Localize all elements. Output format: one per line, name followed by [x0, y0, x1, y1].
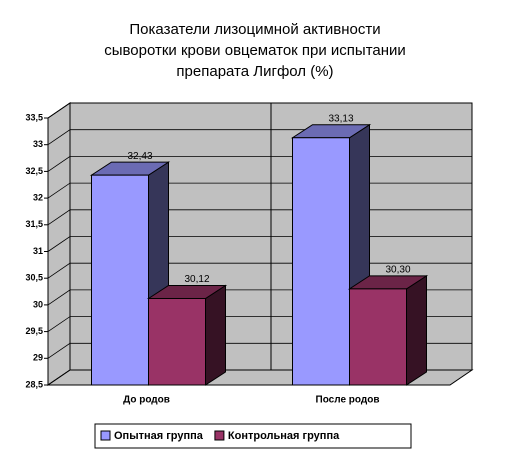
bar — [347, 274, 429, 386]
y-tick-label: 33 — [33, 139, 43, 149]
chart-title: сыворотки крови овцематок при испытании — [104, 42, 406, 59]
chart-title: препарата Лигфол (%) — [176, 63, 333, 80]
y-tick-label: 31 — [33, 246, 43, 256]
legend-label: Контрольная группа — [228, 430, 340, 442]
legend-box — [94, 423, 412, 449]
legend-swatch — [100, 430, 111, 441]
y-tick-label: 29,5 — [25, 326, 43, 336]
bar-side — [406, 274, 427, 386]
chart-title: Показатели лизоцимной активности — [129, 21, 380, 38]
legend-label: Опытная группа — [114, 430, 204, 442]
data-label: 30,12 — [184, 274, 209, 285]
y-tick-label: 30,5 — [25, 273, 43, 283]
x-tick-label: До родов — [123, 395, 170, 406]
bar-front — [292, 137, 350, 386]
y-tick-label: 29 — [33, 353, 43, 363]
y-tick-label: 32 — [33, 192, 43, 202]
bar — [146, 284, 228, 386]
data-label: 32,43 — [127, 151, 152, 162]
bar-side — [205, 284, 226, 386]
y-tick-label: 33,5 — [25, 112, 43, 122]
bar-front — [349, 288, 407, 386]
x-tick-label: После родов — [316, 395, 380, 406]
grid-line — [47, 102, 472, 119]
bar-front — [91, 174, 149, 386]
legend-swatch — [214, 430, 225, 441]
data-label: 33,13 — [328, 113, 353, 124]
data-label: 30,30 — [385, 265, 410, 276]
y-tick-label: 32,5 — [25, 166, 43, 176]
y-tick-label: 28,5 — [25, 379, 43, 389]
y-tick-label: 31,5 — [25, 219, 43, 229]
y-tick-label: 30 — [33, 299, 43, 309]
bar-front — [148, 297, 206, 386]
